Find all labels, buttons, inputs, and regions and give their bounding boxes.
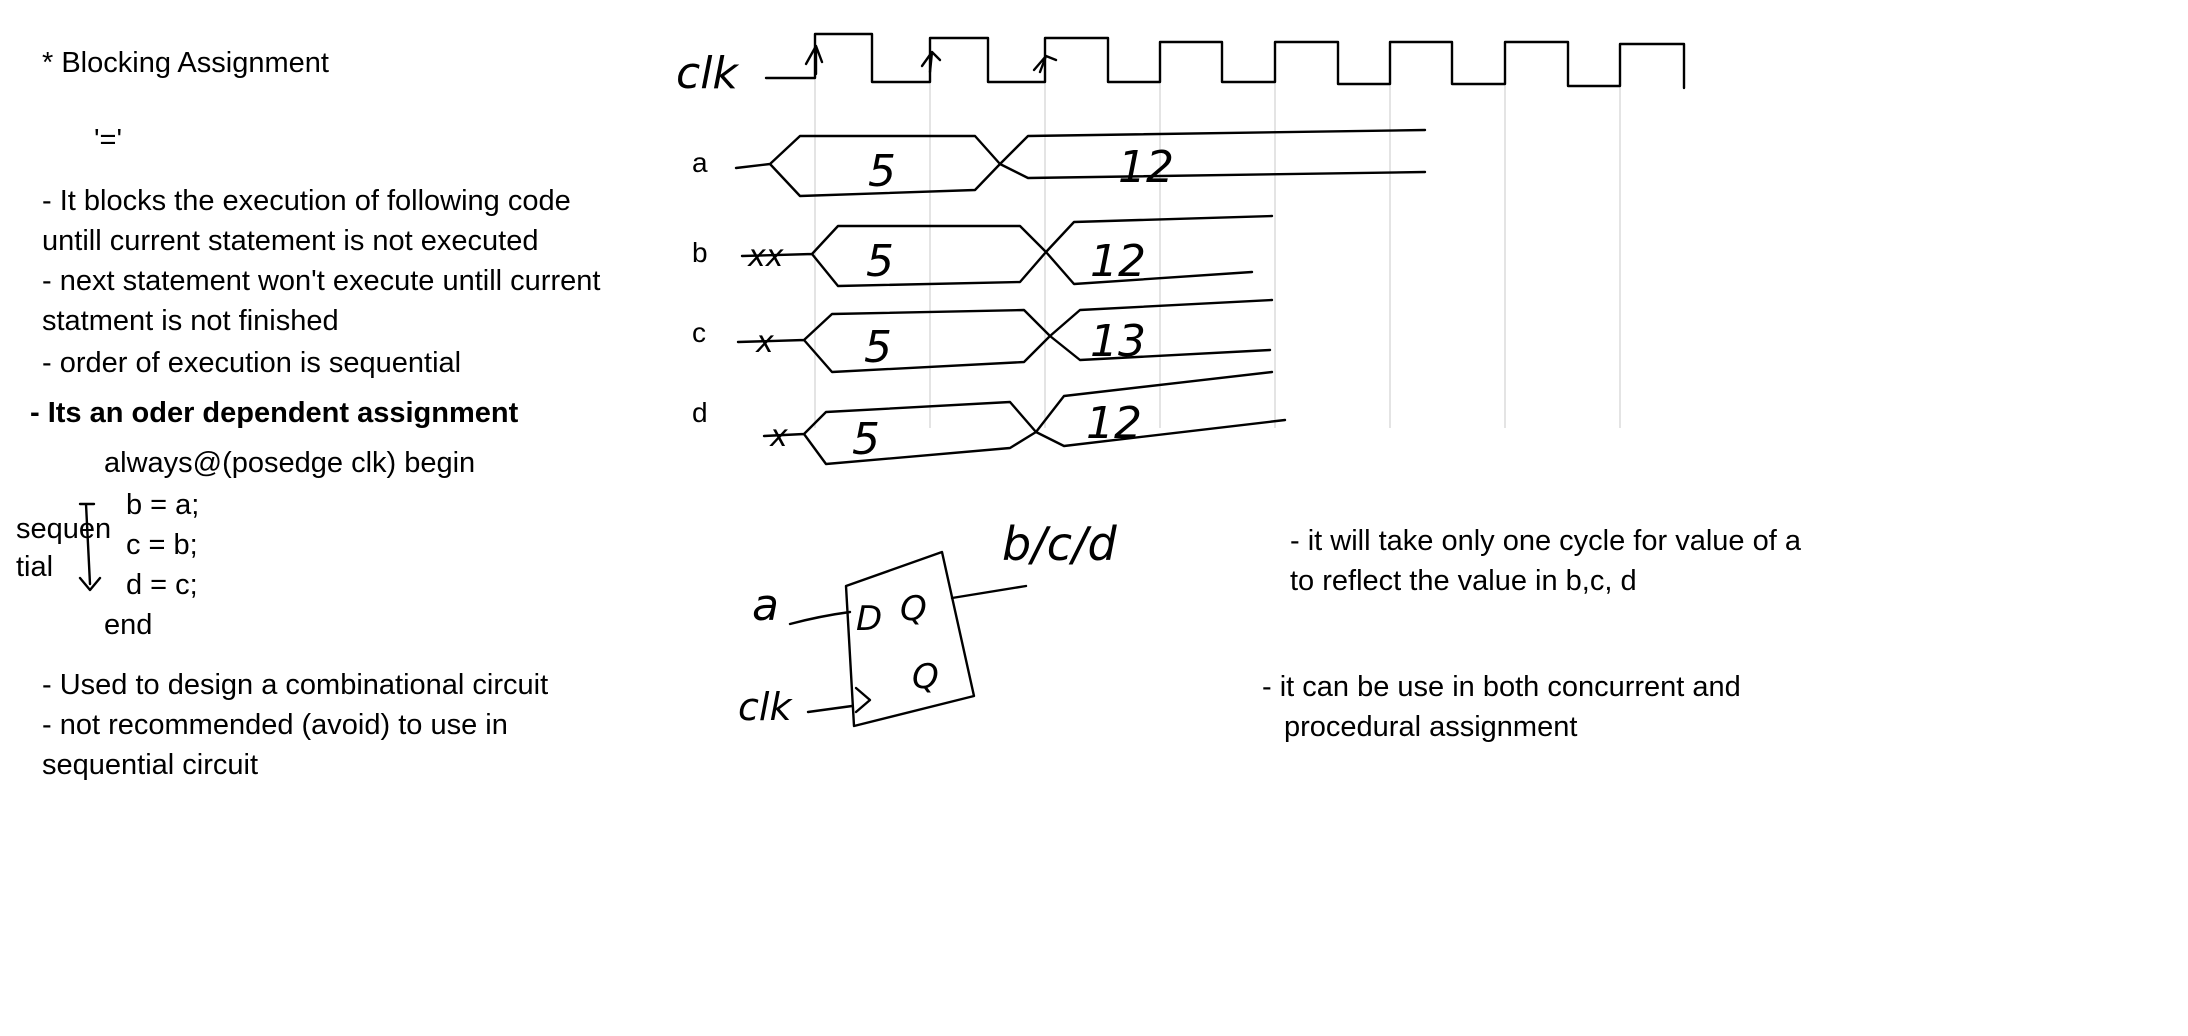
flipflop-clock-triangle (854, 686, 872, 714)
flipflop-clock-label: clk (738, 685, 793, 729)
signal-b-bus (740, 214, 1274, 288)
signal-b-value-1: 5 (866, 236, 894, 287)
bullet-line-3: - next statement won't execute untill cu… (42, 265, 601, 297)
flipflop-box (844, 550, 976, 728)
signal-c-bus (736, 298, 1274, 374)
signal-b-value-2: 12 (1090, 236, 1146, 287)
flipflop-pin-d: D (856, 599, 882, 639)
operator-symbol: '=' (94, 124, 123, 156)
signal-c-value-1: 5 (864, 322, 892, 373)
cycle-note-line-1: - it will take only one cycle for value … (1290, 525, 1801, 557)
bullet-line-5: - order of execution is sequential (42, 347, 462, 379)
code-line-2: b = a; (126, 489, 200, 521)
usage-line-2: - not recommended (avoid) to use in (42, 709, 508, 741)
usage-note-line-1: - it can be use in both concurrent and (1262, 671, 1741, 703)
signal-a-value-2: 12 (1118, 142, 1174, 193)
signal-c-before: x (755, 325, 774, 360)
flipflop-pin-qbar: Q (912, 657, 939, 697)
flipflop-output-wire (950, 584, 1028, 600)
side-label-line-1: sequen (16, 513, 112, 545)
signal-label-c: c (692, 317, 706, 348)
heading: * Blocking Assignment (42, 47, 329, 79)
signal-label-b: b (692, 237, 708, 268)
sequential-arrow-icon (78, 502, 102, 592)
signal-d-before: x (769, 419, 788, 454)
signal-c-value-2: 13 (1090, 316, 1146, 367)
bullet-line-2: untill current statement is not executed (42, 225, 539, 257)
bold-note: - Its an oder dependent assignment (30, 397, 519, 429)
bullet-line-4: statment is not finished (42, 305, 339, 337)
usage-line-3: sequential circuit (42, 749, 258, 781)
usage-note-line-2: procedural assignment (1284, 711, 1578, 743)
signal-a-value-1: 5 (868, 146, 896, 197)
edge-arrow-1 (804, 44, 824, 76)
code-line-5: end (104, 609, 153, 641)
code-line-1: always@(posedge clk) begin (104, 447, 476, 479)
flipflop-input-wire (788, 610, 852, 626)
side-label-line-2: tial (16, 551, 54, 583)
signal-label-a: a (692, 147, 708, 178)
bullet-line-1: - It blocks the execution of following c… (42, 185, 571, 217)
flipflop-pin-q: Q (900, 589, 927, 629)
cycle-note-line-2: to reflect the value in b,c, d (1290, 565, 1637, 597)
usage-line-1: - Used to design a combinational circuit (42, 669, 549, 701)
clock-edge-guides (814, 52, 1621, 428)
flipflop-output-label: b/c/d (1002, 517, 1117, 571)
signal-label-d: d (692, 397, 708, 428)
edge-arrow-2 (920, 50, 942, 74)
clock-waveform (764, 32, 1686, 90)
signal-d-bus (762, 370, 1287, 466)
code-line-4: d = c; (126, 569, 198, 601)
code-line-3: c = b; (126, 529, 198, 561)
signal-d-value-2: 12 (1086, 398, 1142, 449)
flipflop-clock-wire (806, 704, 854, 714)
flipflop-input-label: a (752, 580, 779, 631)
signal-a-bus (734, 128, 1427, 198)
signal-b-before: xx (747, 239, 784, 274)
edge-arrow-3 (1032, 54, 1058, 74)
clock-label: clk (676, 48, 739, 99)
signal-d-value-1: 5 (852, 414, 880, 465)
